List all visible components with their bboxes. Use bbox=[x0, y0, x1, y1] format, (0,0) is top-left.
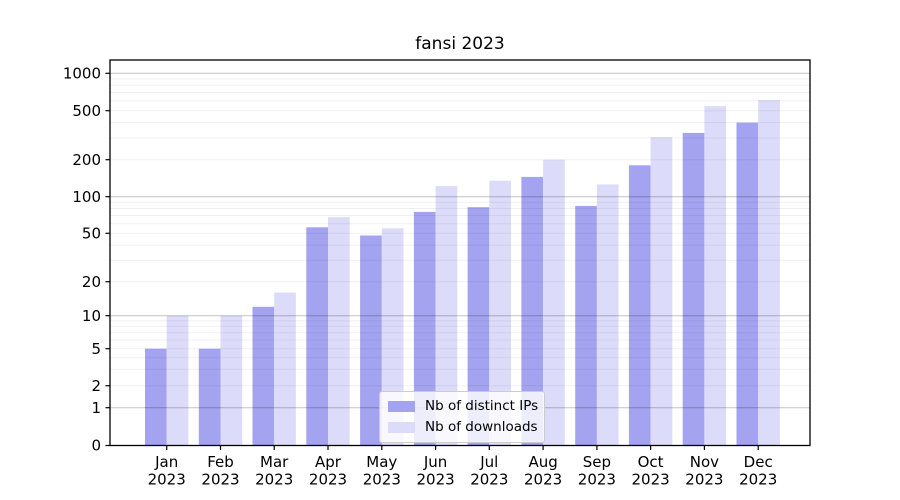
bar-nb-of-downloads-feb-2023 bbox=[220, 315, 243, 446]
bar-nb-of-downloads-jan-2023 bbox=[166, 315, 189, 446]
y-tick-label-500: 500 bbox=[72, 102, 101, 120]
x-tick-label-year: 2023 bbox=[632, 471, 670, 489]
bar-nb-of-downloads-nov-2023 bbox=[704, 106, 727, 446]
x-tick-label-may: May bbox=[366, 453, 397, 471]
x-tick-label-year: 2023 bbox=[417, 471, 455, 489]
x-tick-label-feb: Feb bbox=[207, 453, 234, 471]
bar-nb-of-downloads-aug-2023 bbox=[543, 159, 565, 446]
bar-nb-of-downloads-mar-2023 bbox=[274, 292, 296, 446]
axes-layer: 01251020501002005001000Jan2023Feb2023Mar… bbox=[63, 59, 811, 489]
legend: Nb of distinct IPs Nb of downloads bbox=[379, 391, 545, 443]
x-tick-label-apr: Apr bbox=[315, 453, 342, 471]
x-tick-label-year: 2023 bbox=[739, 471, 777, 489]
x-tick-label-jun: Jun bbox=[423, 453, 447, 471]
bar-nb-of-downloads-apr-2023 bbox=[328, 217, 350, 446]
x-tick-label-year: 2023 bbox=[255, 471, 293, 489]
y-tick-label-1: 1 bbox=[91, 399, 101, 417]
bar-nb-of-distinct-ips-mar-2023 bbox=[252, 306, 275, 446]
y-tick-label-5: 5 bbox=[91, 340, 101, 358]
legend-swatch-distinct-ips bbox=[388, 400, 415, 412]
bar-nb-of-distinct-ips-oct-2023 bbox=[628, 165, 651, 446]
bar-nb-of-distinct-ips-apr-2023 bbox=[306, 227, 328, 446]
y-tick-label-50: 50 bbox=[82, 225, 101, 243]
gridlines-layer bbox=[110, 72, 810, 409]
x-tick-label-aug: Aug bbox=[528, 453, 557, 471]
legend-label-downloads: Nb of downloads bbox=[425, 419, 538, 435]
x-tick-label-sep: Sep bbox=[583, 453, 611, 471]
bar-nb-of-distinct-ips-jan-2023 bbox=[145, 348, 167, 446]
x-tick-label-year: 2023 bbox=[578, 471, 616, 489]
x-tick-label-dec: Dec bbox=[744, 453, 773, 471]
bar-nb-of-distinct-ips-jul-2023 bbox=[467, 207, 490, 446]
x-tick-label-jan: Jan bbox=[154, 453, 178, 471]
plot-frame bbox=[109, 59, 811, 447]
bar-nb-of-distinct-ips-dec-2023 bbox=[736, 122, 759, 446]
x-tick-label-year: 2023 bbox=[524, 471, 562, 489]
x-tick-label-year: 2023 bbox=[309, 471, 347, 489]
chart-title: fansi 2023 bbox=[415, 34, 505, 54]
bars-layer bbox=[145, 100, 780, 446]
legend-label-distinct-ips: Nb of distinct IPs bbox=[425, 398, 539, 414]
y-tick-label-100: 100 bbox=[72, 188, 101, 206]
bar-nb-of-distinct-ips-jun-2023 bbox=[413, 211, 436, 446]
bar-nb-of-distinct-ips-may-2023 bbox=[360, 235, 382, 446]
bar-nb-of-distinct-ips-nov-2023 bbox=[682, 132, 705, 446]
x-tick-label-year: 2023 bbox=[148, 471, 186, 489]
legend-swatch-downloads bbox=[388, 421, 415, 433]
x-tick-label-oct: Oct bbox=[638, 453, 664, 471]
x-tick-label-jul: Jul bbox=[479, 453, 498, 471]
bar-nb-of-distinct-ips-feb-2023 bbox=[198, 348, 221, 446]
bar-nb-of-downloads-sep-2023 bbox=[596, 184, 619, 446]
y-tick-label-2: 2 bbox=[91, 377, 101, 395]
bar-nb-of-downloads-jul-2023 bbox=[489, 180, 511, 446]
y-tick-label-0: 0 bbox=[91, 437, 101, 455]
bar-nb-of-distinct-ips-aug-2023 bbox=[521, 176, 544, 446]
y-tick-label-20: 20 bbox=[82, 273, 101, 291]
x-tick-label-year: 2023 bbox=[363, 471, 401, 489]
legend-row-distinct-ips: Nb of distinct IPs bbox=[388, 398, 539, 414]
bar-nb-of-downloads-jun-2023 bbox=[435, 186, 458, 446]
legend-row-downloads: Nb of downloads bbox=[388, 419, 538, 435]
x-tick-label-mar: Mar bbox=[260, 453, 289, 471]
y-tick-label-1000: 1000 bbox=[63, 65, 101, 83]
bar-nb-of-downloads-dec-2023 bbox=[758, 100, 780, 446]
x-tick-label-year: 2023 bbox=[201, 471, 239, 489]
x-tick-label-year: 2023 bbox=[685, 471, 723, 489]
x-tick-label-year: 2023 bbox=[470, 471, 508, 489]
y-tick-label-200: 200 bbox=[72, 151, 101, 169]
bar-nb-of-distinct-ips-sep-2023 bbox=[575, 205, 597, 446]
x-tick-label-nov: Nov bbox=[690, 453, 719, 471]
bar-nb-of-downloads-oct-2023 bbox=[650, 137, 673, 446]
y-tick-label-10: 10 bbox=[82, 307, 101, 325]
